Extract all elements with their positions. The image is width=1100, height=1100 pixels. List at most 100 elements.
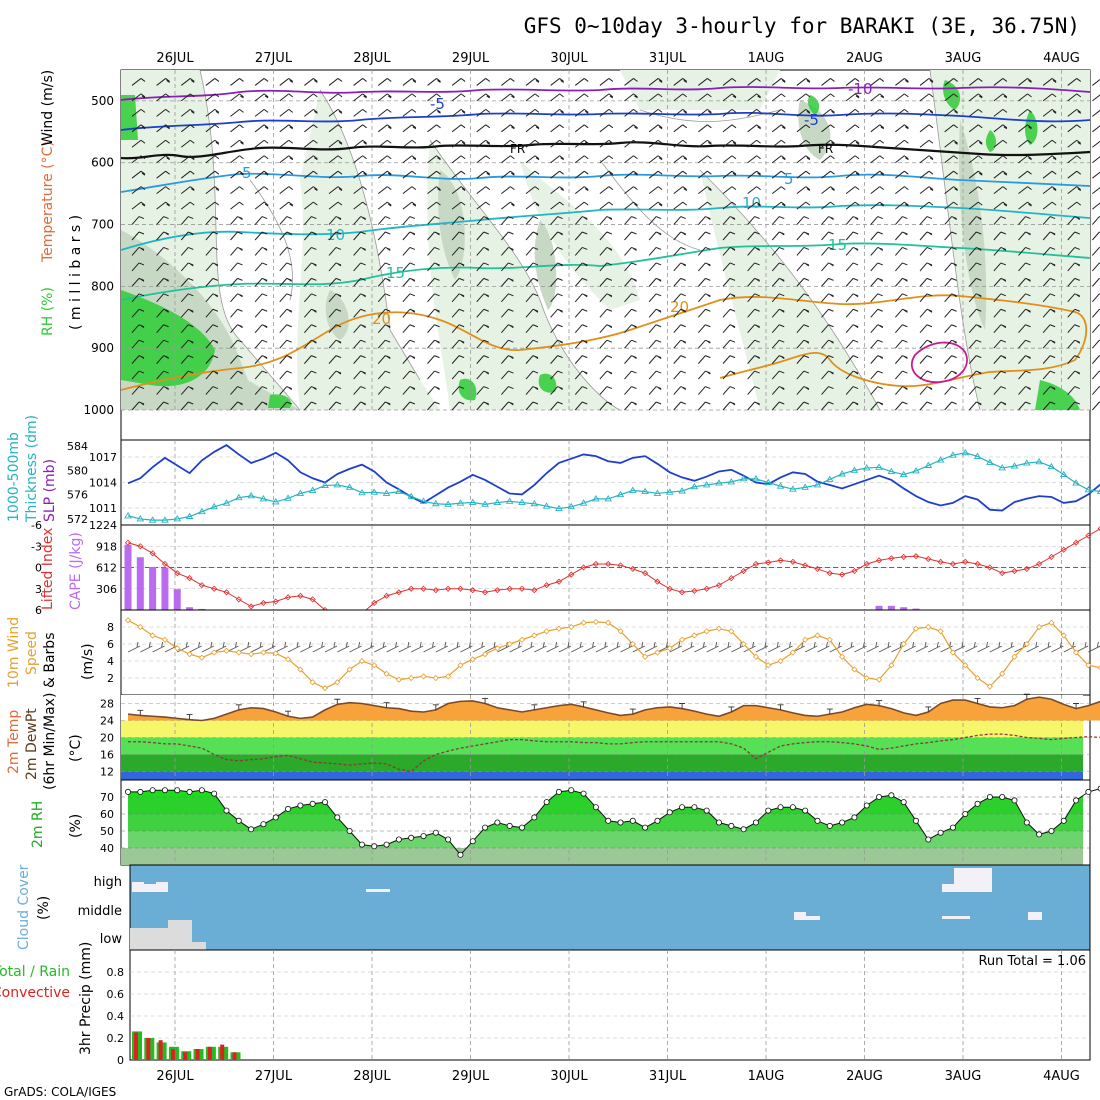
wind-barb	[722, 324, 736, 334]
wind-barb	[673, 108, 688, 117]
wind-barb	[1018, 308, 1031, 318]
wind10m-point	[248, 651, 255, 658]
rh-point	[432, 829, 439, 836]
thickness-point	[358, 488, 366, 496]
lifted-index-point	[469, 587, 476, 594]
wind10m-barb	[1001, 641, 1015, 653]
wind-barb	[131, 186, 146, 195]
lifted-index-point	[765, 559, 772, 566]
wind-barb	[698, 124, 712, 133]
temp-minmax-marker	[679, 703, 686, 709]
wind-barb	[648, 186, 663, 195]
wind-barb	[968, 386, 982, 395]
wind-barb	[944, 139, 958, 148]
wind-barb	[279, 78, 294, 86]
lifted-index-point	[728, 575, 735, 582]
lifted-index-point	[432, 587, 439, 594]
wind-barb	[599, 139, 614, 148]
wind-barb	[624, 139, 638, 148]
wind-barb	[304, 78, 318, 86]
lifted-index-point	[814, 565, 821, 572]
wind-barb	[722, 262, 736, 272]
wind-barb	[402, 401, 416, 411]
wind-barb	[304, 155, 318, 164]
thickness-point	[616, 490, 625, 498]
wind-barb	[870, 201, 885, 210]
wind-barb	[254, 139, 269, 148]
pressure-tick-label: 700	[91, 218, 114, 232]
thickness-point	[456, 499, 465, 506]
precip-convective-bar	[158, 1040, 163, 1060]
rh-point	[482, 824, 489, 831]
wind-barb	[156, 216, 169, 225]
wind-barb	[697, 355, 711, 364]
wind-barb	[747, 246, 760, 256]
wind10m-point	[223, 647, 230, 654]
wind10m-barb	[263, 641, 276, 653]
wind-barb	[870, 108, 885, 117]
wind-barb	[303, 386, 317, 395]
wind-barb	[353, 155, 367, 164]
wind10m-point	[494, 645, 501, 652]
wind-barb	[427, 186, 441, 195]
slp-axis-slp: SLP (mb)	[42, 459, 58, 522]
lifted-index-point	[703, 585, 710, 592]
wind-tick-label: 6	[107, 638, 114, 651]
wind-barb	[1042, 401, 1056, 411]
wind-barb	[599, 370, 613, 380]
cape-bar	[900, 607, 908, 610]
wind-barb	[180, 78, 195, 86]
wind-barb	[821, 170, 835, 179]
wind-barb	[328, 277, 342, 287]
lifted-index-point	[1036, 560, 1043, 568]
wind-barb	[673, 246, 686, 256]
wind-barb	[451, 293, 465, 303]
wind-barb	[919, 370, 933, 380]
wind-barb	[402, 386, 416, 395]
temp-series	[127, 693, 1100, 773]
rh-point	[605, 817, 612, 824]
rh2m-panel: 40 50 60 70 2m RH (%)	[30, 779, 1100, 866]
wind-barb	[968, 124, 983, 133]
wind-barb	[402, 124, 417, 133]
rh-point	[814, 817, 821, 824]
lifted-index-point	[1085, 532, 1092, 539]
thickness-point	[345, 483, 354, 490]
wind-axis-4: (m/s)	[80, 643, 96, 680]
wind-barb	[328, 155, 343, 164]
contour-label-5-a: 5	[242, 164, 252, 182]
wind-barb	[402, 293, 416, 303]
lifted-index-point	[174, 570, 181, 577]
wind10m-point	[642, 653, 649, 660]
wind-barb	[796, 401, 810, 411]
wind-barb	[427, 78, 441, 86]
contour-label-10-b: 10	[742, 194, 761, 212]
thickness-point	[776, 482, 785, 489]
wind-barb	[845, 93, 860, 102]
top-date-label: 31JUL	[649, 51, 687, 66]
wind-barb	[1092, 386, 1100, 395]
wind-barb	[230, 201, 244, 210]
wind-barb	[747, 355, 760, 364]
wind-barb	[697, 293, 711, 303]
li-tick-label: -6	[31, 519, 42, 532]
wind-barb	[870, 370, 883, 380]
wind10m-barb	[854, 641, 867, 653]
thickness-point	[432, 499, 440, 507]
wind-barb	[205, 124, 220, 133]
thickness-point	[444, 500, 452, 507]
rh-axis-2: (%)	[68, 814, 84, 838]
rh-tick-label: 50	[100, 825, 114, 838]
wind-barb	[624, 370, 637, 380]
wind-barb	[968, 186, 983, 195]
thickness-point	[1010, 462, 1019, 469]
wind-barb	[328, 139, 343, 148]
wind-barb	[845, 231, 859, 241]
lifted-index-point	[691, 587, 698, 594]
wind-gridlines	[121, 610, 1090, 695]
wind-barb	[673, 262, 687, 272]
wind-barb	[304, 201, 318, 210]
slp-axis-thk2: Thickness (dm)	[24, 415, 40, 523]
wind-barb	[870, 386, 883, 395]
